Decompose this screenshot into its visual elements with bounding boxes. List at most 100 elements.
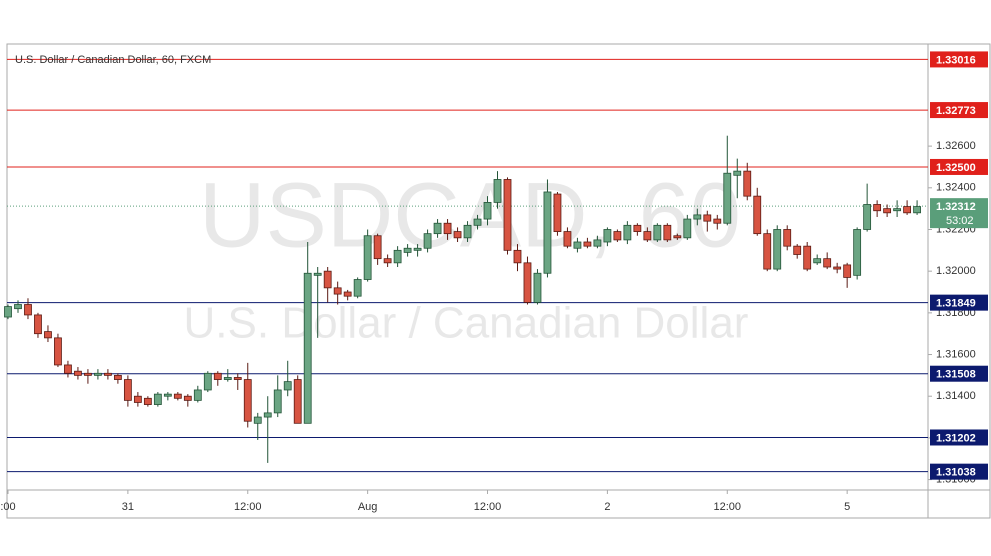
level-label: 1.33016 <box>936 54 976 66</box>
candle-body <box>243 379 252 422</box>
y-tick-label: 1.32000 <box>936 265 976 277</box>
candle-body <box>133 395 142 403</box>
candle-body <box>713 218 722 224</box>
level-label-box <box>930 463 988 480</box>
candle-body <box>513 249 522 264</box>
candle-body <box>113 374 122 380</box>
x-tick-label: 2 <box>604 501 610 513</box>
candle-body <box>303 272 312 424</box>
candle-body <box>853 229 862 276</box>
candle-body <box>183 395 192 401</box>
level-label-box <box>930 365 988 382</box>
y-tick-label: 1.32600 <box>936 140 976 152</box>
candle-body <box>733 170 742 176</box>
candle-body <box>803 245 812 270</box>
candle-body <box>173 393 182 399</box>
candle-body <box>553 193 562 232</box>
candle-body <box>74 370 82 376</box>
candle-body <box>263 412 272 418</box>
candle-body <box>573 241 582 249</box>
x-tick-label: 12:00 <box>474 501 502 513</box>
candle-body <box>403 247 412 253</box>
candle-body <box>4 306 12 318</box>
candle-body <box>823 258 832 268</box>
candle-body <box>913 206 921 214</box>
level-label: 1.31849 <box>936 298 976 310</box>
level-label: 1.32500 <box>936 162 976 174</box>
countdown-label: 53:02 <box>946 215 974 227</box>
candle-body <box>493 179 502 203</box>
candle-body <box>34 314 42 335</box>
candle-body <box>523 262 532 303</box>
x-tick-label: 12:00 <box>714 501 742 513</box>
candle-body <box>383 258 392 264</box>
candle-body <box>353 279 362 297</box>
candle-body <box>293 379 302 424</box>
candle-body <box>473 218 482 226</box>
x-tick-label: 31 <box>122 501 134 513</box>
candle-body <box>603 229 612 243</box>
level-label-box <box>930 158 988 175</box>
candle-body <box>683 218 692 239</box>
candle-body <box>203 372 212 391</box>
candle-body <box>533 272 542 303</box>
candle-body <box>104 372 112 376</box>
frame <box>6 43 991 519</box>
candle-body <box>44 331 52 339</box>
candle-body <box>313 272 322 276</box>
candle-body <box>233 377 242 380</box>
candle-body <box>783 229 792 247</box>
candle-body <box>213 372 222 380</box>
candle-body <box>763 233 772 270</box>
candle-body <box>94 372 102 376</box>
candle-body <box>433 222 442 235</box>
candle-body <box>64 364 72 374</box>
candle-body <box>393 249 402 264</box>
level-label: 1.31038 <box>936 467 976 479</box>
candle-body <box>793 245 802 255</box>
candle-body <box>743 170 752 197</box>
last-price-label: 1.32312 <box>936 201 976 213</box>
candle-body <box>833 266 842 270</box>
candle-body <box>253 416 262 424</box>
level-label-box <box>930 294 988 311</box>
candle-body <box>84 372 92 376</box>
candle-body <box>193 389 202 401</box>
last-price-box <box>930 198 988 229</box>
x-tick-label: 12:00 <box>234 501 262 513</box>
watermark: USDCAD, 60 <box>199 164 741 266</box>
candle-body <box>903 206 911 214</box>
candle-body <box>773 229 782 270</box>
x-tick-label: Aug <box>358 501 378 513</box>
candle-body <box>423 233 432 249</box>
candle-body <box>663 224 672 241</box>
candle-body <box>893 208 902 212</box>
candle-body <box>633 224 642 232</box>
candle-body <box>623 224 632 241</box>
candle-body <box>563 231 572 247</box>
x-tick-label: :00 <box>0 501 15 513</box>
candle-body <box>693 214 702 220</box>
y-tick-label: 1.31600 <box>936 348 976 360</box>
candle-body <box>843 264 852 278</box>
chart-title: U.S. Dollar / Canadian Dollar, 60, FXCM <box>15 54 211 66</box>
candle-body <box>273 389 282 414</box>
candle-body <box>503 179 512 251</box>
candle-body <box>24 304 32 316</box>
candle-body <box>863 204 872 230</box>
level-label: 1.31508 <box>936 369 976 381</box>
level-label: 1.31202 <box>936 432 976 444</box>
level-label-box <box>930 51 988 68</box>
candle-body <box>463 224 472 239</box>
candle-body <box>123 379 132 401</box>
candle-body <box>153 393 162 405</box>
candle-body <box>593 239 602 247</box>
candle-body <box>223 377 232 380</box>
level-label: 1.32773 <box>936 105 976 117</box>
candle-body <box>543 191 552 274</box>
candle-body <box>703 214 712 222</box>
candle-body <box>143 397 152 405</box>
y-tick-label: 1.32400 <box>936 182 976 194</box>
candle-body <box>873 204 882 212</box>
